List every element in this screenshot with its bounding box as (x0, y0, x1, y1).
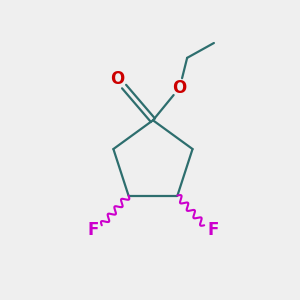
Text: O: O (172, 79, 187, 97)
Text: F: F (207, 221, 219, 239)
Text: F: F (87, 221, 98, 239)
Text: O: O (110, 70, 124, 88)
